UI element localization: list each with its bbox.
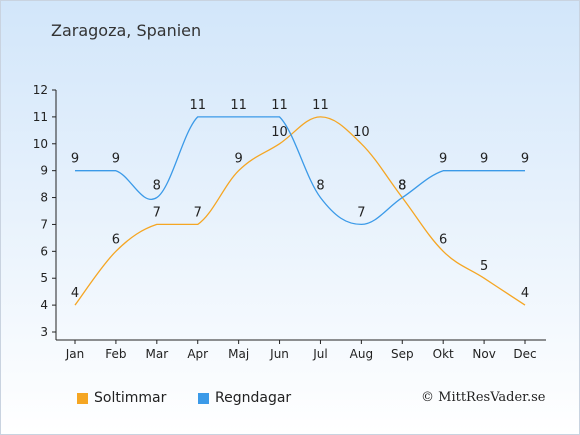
x-tick-label: Nov [472,347,495,361]
series-line-regndagar [74,116,525,226]
legend-swatch-soltimmar [77,392,88,404]
data-label-regndagar: 7 [357,205,365,220]
data-label-soltimmar: 8 [398,179,406,194]
data-label-regndagar: 9 [112,152,120,167]
data-label-regndagar: 9 [480,152,488,167]
x-tick-label: Sep [391,347,414,361]
legend-item-soltimmar: Soltimmar [77,390,166,406]
x-tick-label: Jul [312,347,327,361]
data-label-regndagar: 9 [71,152,79,167]
y-tick-label: 4 [40,298,48,312]
x-tick-label: Jun [269,347,289,361]
data-label-regndagar: 9 [521,152,529,167]
x-tick-label: Okt [433,347,454,361]
y-tick-label: 11 [33,110,48,124]
data-label-soltimmar: 11 [312,98,329,113]
data-label-soltimmar: 9 [234,152,242,167]
axis-ticks: 3 4 5 6 7 8 9 10 11 12 Jan Feb Mar Apr Maj Jun Jul Aug Sep… [33,83,537,361]
data-label-soltimmar: 4 [521,286,529,301]
copyright-text: © MittResVader.se [421,390,546,405]
data-label-soltimmar: 6 [112,232,120,247]
chart-axes [55,90,546,341]
x-tick-label: Mar [145,347,168,361]
legend-swatch-regndagar [198,392,209,404]
data-label-regndagar: 9 [439,152,447,167]
legend-label-soltimmar: Soltimmar [94,390,167,406]
data-label-soltimmar: 10 [271,125,288,140]
series-line-soltimmar [74,116,526,306]
x-tick-label: Apr [187,347,208,361]
data-label-soltimmar: 10 [353,125,370,140]
x-tick-label: Aug [350,347,373,361]
legend-item-regndagar: Regndagar [198,390,291,406]
y-tick-label: 10 [33,137,48,151]
legend-label-regndagar: Regndagar [215,390,292,406]
data-label-soltimmar: 5 [480,259,488,274]
data-label-regndagar: 11 [189,98,206,113]
y-tick-label: 7 [40,217,48,231]
x-tick-label: Dec [513,347,536,361]
x-tick-label: Jan [65,347,85,361]
y-tick-label: 12 [33,83,48,97]
series-lines [74,116,526,306]
y-tick-label: 5 [40,271,48,285]
data-label-regndagar: 11 [271,98,288,113]
data-label-soltimmar: 7 [153,205,161,220]
data-label-regndagar: 11 [230,98,247,113]
data-label-soltimmar: 7 [194,205,202,220]
data-label-regndagar: 8 [316,179,324,194]
data-label-regndagar: 8 [398,179,406,194]
y-tick-label: 9 [40,164,48,178]
chart-title: Zaragoza, Spanien [51,21,202,40]
x-tick-label: Maj [228,347,249,361]
data-label-soltimmar: 6 [439,232,447,247]
y-tick-label: 8 [40,191,48,205]
data-label-regndagar: 8 [153,179,161,194]
data-label-soltimmar: 4 [71,286,79,301]
y-tick-label: 6 [40,244,48,258]
y-tick-label: 3 [40,325,48,339]
x-tick-label: Feb [105,347,126,361]
